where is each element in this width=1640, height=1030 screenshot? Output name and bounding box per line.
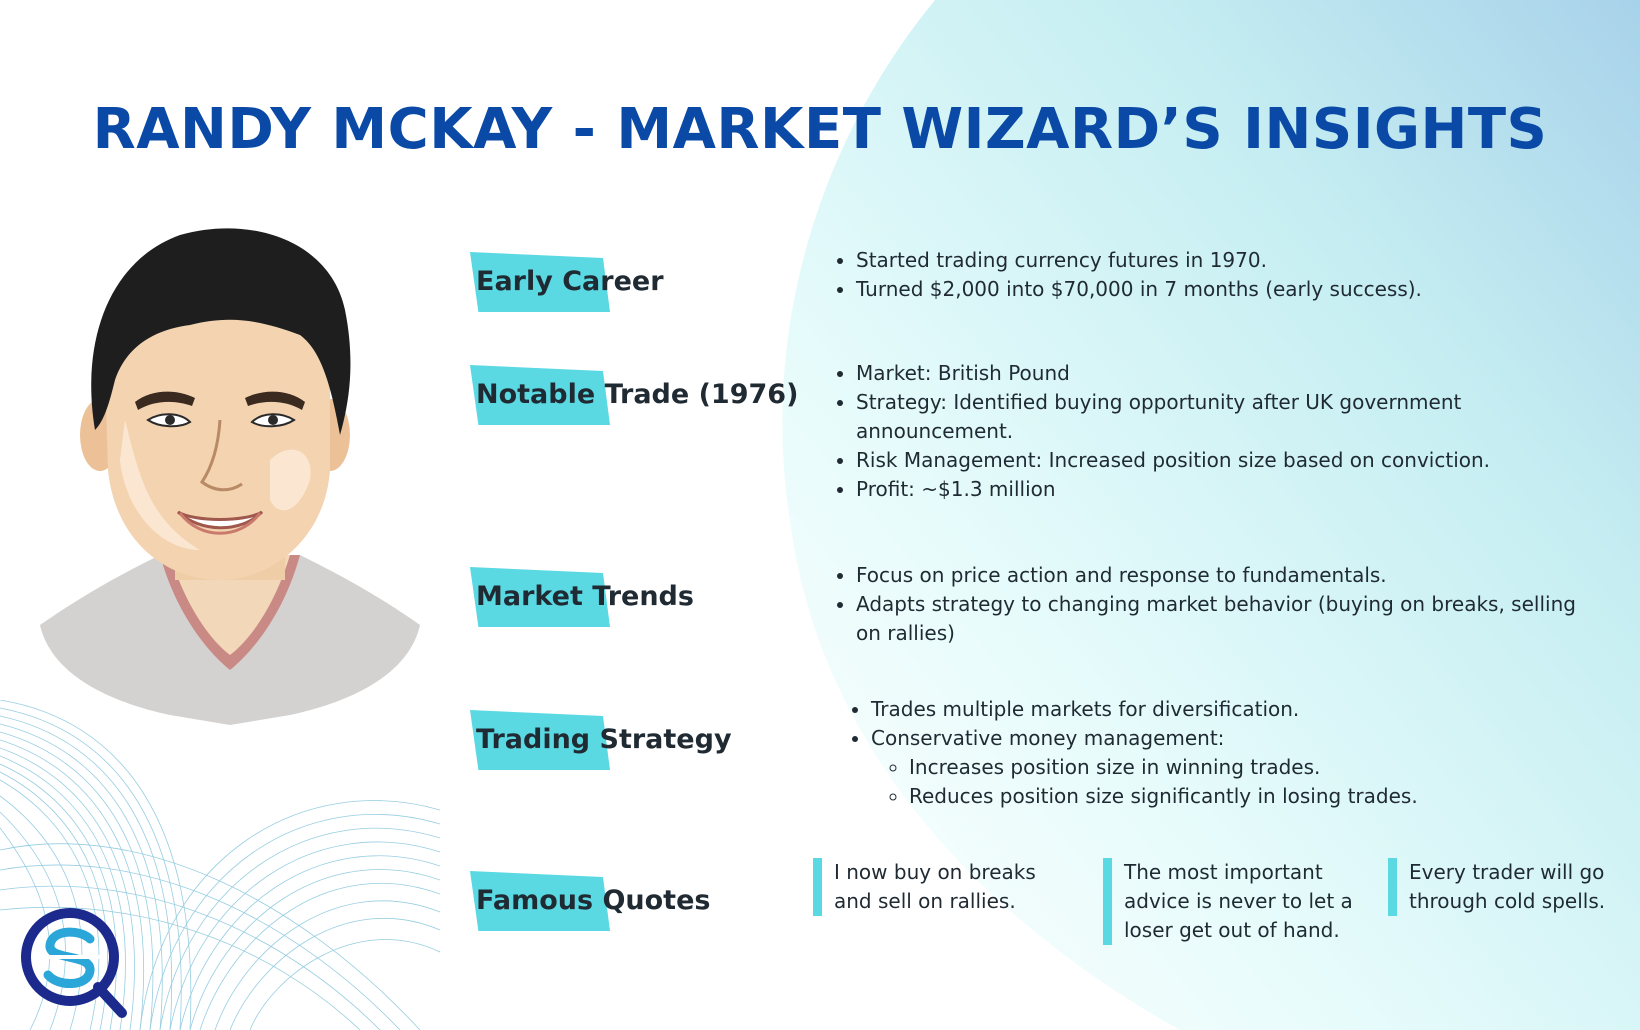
sub-list-item: Increases position size in winning trade… — [909, 753, 1591, 782]
quote-card: Every trader will go through cold spells… — [1388, 858, 1639, 916]
trading-strategy-list: Trades multiple markets for diversificat… — [843, 695, 1591, 811]
section-label-market-trends: Market Trends — [470, 567, 694, 627]
section-label-famous-quotes: Famous Quotes — [470, 871, 710, 931]
list-item-text: Conservative money management: — [871, 726, 1225, 750]
list-item: Market: British Pound — [856, 359, 1576, 388]
list-item: Strategy: Identified buying opportunity … — [856, 388, 1576, 446]
market-trends-list: Focus on price action and response to fu… — [828, 561, 1596, 648]
randy-mckay-portrait — [40, 228, 420, 725]
section-label-early-career: Early Career — [470, 252, 664, 312]
section-label-text: Market Trends — [476, 581, 694, 612]
sub-list-item: Reduces position size significantly in l… — [909, 782, 1591, 811]
list-item: Started trading currency futures in 1970… — [856, 246, 1422, 275]
list-item: Risk Management: Increased position size… — [856, 446, 1576, 475]
early-career-list: Started trading currency futures in 1970… — [828, 246, 1422, 304]
notable-trade-list: Market: British Pound Strategy: Identifi… — [828, 359, 1576, 504]
list-item: Turned $2,000 into $70,000 in 7 months (… — [856, 275, 1422, 304]
section-label-notable-trade: Notable Trade (1976) — [470, 365, 798, 425]
label-highlight — [470, 252, 610, 312]
list-item: Focus on price action and response to fu… — [856, 561, 1596, 590]
section-label-text: Famous Quotes — [476, 885, 711, 916]
section-label-text: Early Career — [476, 266, 664, 297]
page-title: RANDY MCKAY - MARKET WIZARD’S INSIGHTS — [92, 97, 1548, 162]
label-highlight — [470, 871, 610, 931]
label-highlight — [470, 365, 610, 425]
quote-card: I now buy on breaks and sell on rallies. — [813, 858, 1064, 916]
label-highlight — [470, 567, 610, 627]
list-item: Adapts strategy to changing market behav… — [856, 590, 1596, 648]
section-label-text: Notable Trade (1976) — [476, 379, 799, 410]
section-label-text: Trading Strategy — [476, 724, 732, 755]
section-label-trading-strategy: Trading Strategy — [470, 710, 732, 770]
sq-logo-icon — [21, 908, 127, 1018]
list-item: Trades multiple markets for diversificat… — [871, 695, 1591, 724]
list-item: Profit: ~$1.3 million — [856, 475, 1576, 504]
list-item: Conservative money management: Increases… — [871, 724, 1591, 811]
sub-list: Increases position size in winning trade… — [871, 753, 1591, 811]
label-highlight — [470, 710, 610, 770]
quote-card: The most important advice is never to le… — [1103, 858, 1354, 945]
